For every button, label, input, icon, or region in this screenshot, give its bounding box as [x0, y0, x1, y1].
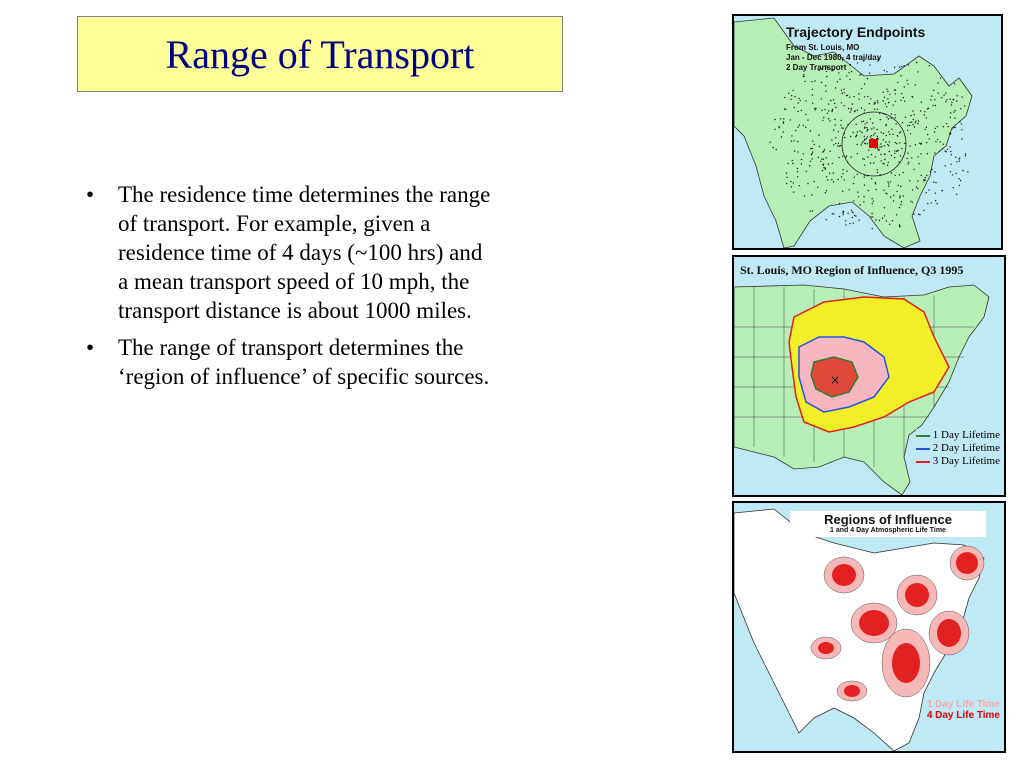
transport-range-ring [841, 111, 907, 177]
regions-map-title: Regions of Influence [824, 512, 952, 527]
region-map-title: St. Louis, MO Region of Influence, Q3 19… [740, 263, 964, 277]
trajectory-endpoints-map: Trajectory Endpoints From St. Louis, MO … [732, 14, 1003, 250]
regions-map-legend: 1 Day Life Time 4 Day Life Time [927, 699, 1000, 721]
trajectory-map-subtitle: From St. Louis, MO Jan - Dec 1980, 4 tra… [786, 43, 882, 72]
bullet-glyph: • [86, 182, 95, 207]
bullet-list: • The residence time determines the range… [86, 180, 496, 399]
legend-entry-4-day: 4 Day Life Time [926, 710, 1000, 721]
bullet-item: • The residence time determines the range… [86, 180, 496, 325]
legend-swatch [915, 447, 930, 450]
regions-of-influence-map: Regions of Influence 1 and 4 Day Atmosph… [732, 501, 1006, 753]
bullet-glyph: • [86, 335, 95, 360]
regions-map-subtitle: 1 and 4 Day Atmospheric Life Time [830, 527, 946, 534]
bullet-text: The residence time determines the range … [118, 182, 491, 323]
source-marker [869, 139, 878, 148]
legend-swatch [915, 434, 930, 437]
legend-entry-1-day: 1 Day Life Time [926, 699, 1000, 710]
legend-entry-2-day: 2 Day Lifetime [915, 442, 1000, 455]
bullet-item: • The range of transport determines the ‘… [86, 333, 496, 391]
legend-swatch [915, 460, 930, 463]
slide-title: Range of Transport [165, 31, 475, 77]
trajectory-map-title: Trajectory Endpoints [786, 24, 926, 40]
legend-entry-3-day: 3 Day Lifetime [915, 455, 1000, 468]
legend-entry-1-day: 1 Day Lifetime [915, 429, 1000, 442]
region-of-influence-map: × St. Louis, MO Region of Influence, Q3 … [732, 255, 1006, 497]
trajectory-map-graphic [734, 16, 1001, 248]
region-map-legend: 1 Day Lifetime 2 Day Lifetime 3 Day Life… [915, 429, 1000, 468]
source-x-marker: × [830, 373, 840, 387]
regions-map-graphic [734, 503, 1004, 751]
title-box: Range of Transport [77, 16, 563, 92]
bullet-text: The range of transport determines the ‘r… [118, 335, 490, 389]
influence-regions [810, 545, 985, 702]
regions-map-title-box: Regions of Influence 1 and 4 Day Atmosph… [790, 511, 986, 537]
zone-1-day [810, 356, 859, 398]
